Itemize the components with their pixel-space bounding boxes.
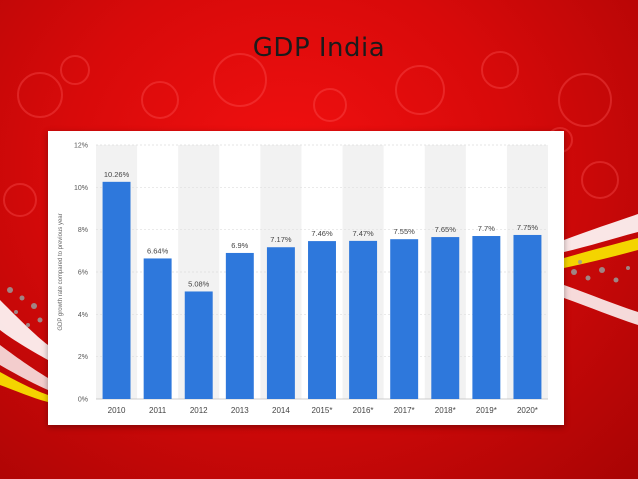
bar bbox=[431, 237, 460, 399]
decorative-swoosh-right bbox=[564, 214, 638, 325]
bar bbox=[349, 240, 378, 399]
data-labels: 10.26% 6.64% 5.08% 6.9% 7.17% 7.46% 7.47% 7.55%… bbox=[104, 170, 539, 289]
data-label: 6.64% bbox=[147, 246, 169, 255]
y-tick-label: 0% bbox=[78, 397, 88, 404]
x-tick-label: 2015* bbox=[312, 406, 333, 415]
x-tick-label: 2019* bbox=[476, 406, 497, 415]
bar-chart: 0% 2% 4% 6% 8% 10% 12% 10.26% 6.64% 5.08% 6.9% 7.1… bbox=[58, 143, 548, 415]
x-tick-label: 2013 bbox=[231, 406, 249, 415]
data-label: 6.9% bbox=[231, 241, 248, 250]
x-tick-label: 2010 bbox=[108, 406, 126, 415]
y-tick-label: 10% bbox=[74, 185, 88, 192]
data-label: 7.75% bbox=[517, 223, 539, 232]
chart-card: 0% 2% 4% 6% 8% 10% 12% 10.26% 6.64% 5.08% 6.9% 7.1… bbox=[48, 131, 564, 425]
data-label: 7.65% bbox=[435, 225, 457, 234]
y-tick-label: 2% bbox=[78, 354, 88, 361]
bar bbox=[513, 234, 542, 399]
y-tick-label: 12% bbox=[74, 143, 88, 150]
x-tick-label: 2012 bbox=[190, 406, 208, 415]
bar bbox=[102, 181, 131, 399]
y-axis-ticks: 0% 2% 4% 6% 8% 10% 12% bbox=[74, 143, 88, 404]
data-label: 7.17% bbox=[270, 235, 292, 244]
bar bbox=[184, 291, 213, 399]
y-axis-label: GDP growth rate compared to previous yea… bbox=[58, 213, 64, 330]
x-tick-label: 2011 bbox=[149, 406, 167, 415]
x-tick-label: 2017* bbox=[394, 406, 415, 415]
x-tick-label: 2020* bbox=[517, 406, 538, 415]
data-label: 7.55% bbox=[394, 227, 416, 236]
bar bbox=[472, 236, 501, 399]
decorative-swoosh-left bbox=[0, 287, 48, 402]
bar bbox=[225, 252, 254, 399]
decorative-circles bbox=[3, 51, 619, 217]
x-tick-label: 2014 bbox=[272, 406, 290, 415]
x-tick-label: 2016* bbox=[353, 406, 374, 415]
x-axis-ticks: 2010 2011 2012 2013 2014 2015* 2016* 2017* 2018*… bbox=[108, 406, 538, 415]
y-tick-label: 6% bbox=[78, 270, 88, 277]
data-label: 7.47% bbox=[352, 229, 374, 238]
bar bbox=[266, 247, 295, 399]
data-label: 5.08% bbox=[188, 279, 210, 288]
bar bbox=[390, 239, 419, 399]
data-label: 7.7% bbox=[478, 224, 495, 233]
slide-title: GDP India bbox=[252, 33, 386, 63]
data-label: 10.26% bbox=[104, 170, 130, 179]
bar bbox=[143, 258, 172, 399]
data-label: 7.46% bbox=[311, 229, 333, 238]
x-tick-label: 2018* bbox=[435, 406, 456, 415]
y-tick-label: 4% bbox=[78, 312, 88, 319]
y-tick-label: 8% bbox=[78, 227, 88, 234]
chart-bars bbox=[102, 181, 542, 399]
bar bbox=[308, 241, 336, 399]
